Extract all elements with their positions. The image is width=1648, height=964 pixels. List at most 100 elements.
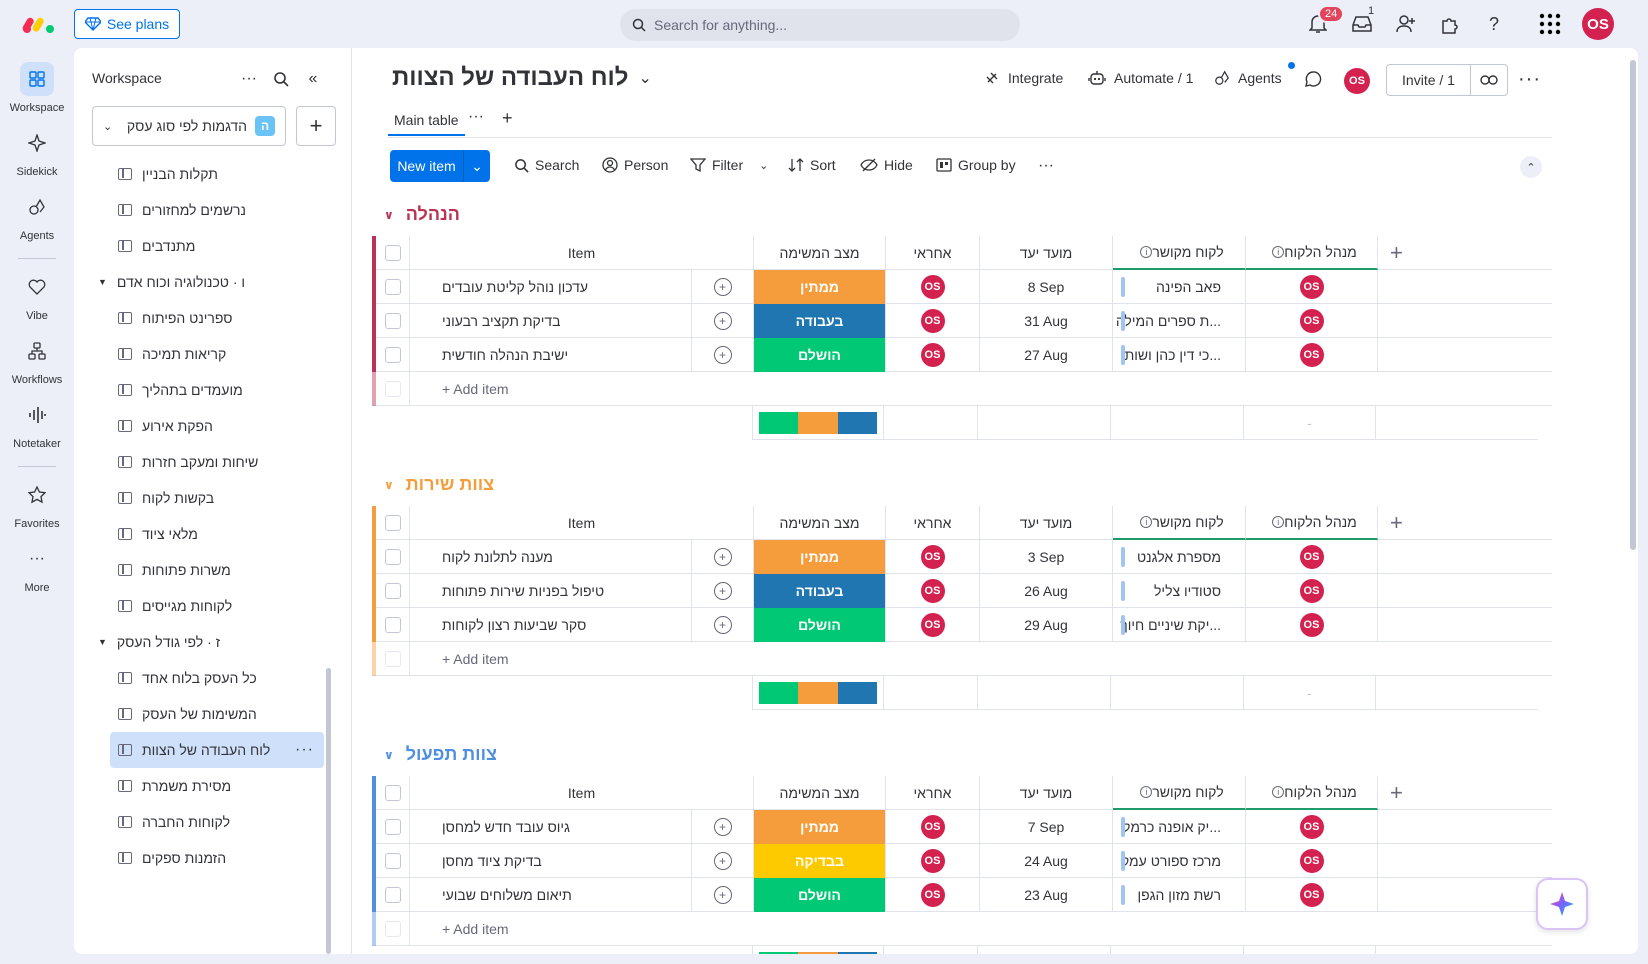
owner-cell[interactable]: OS — [886, 574, 980, 608]
manager-cell[interactable]: OS — [1246, 540, 1378, 574]
updates-cell[interactable]: + — [692, 574, 754, 608]
row-checkbox[interactable] — [384, 819, 401, 835]
status-cell[interactable]: בבדיקה — [754, 844, 886, 878]
updates-cell[interactable]: + — [692, 540, 754, 574]
row-checkbox[interactable] — [384, 651, 401, 667]
sidebar-folder[interactable]: ▼ ז · לפי גודל העסק — [74, 624, 344, 660]
add-update-icon[interactable]: + — [713, 548, 732, 566]
invite-button[interactable]: Invite / 1 — [1387, 65, 1471, 95]
owner-avatar[interactable]: OS — [920, 815, 945, 839]
table-row[interactable]: גיוס עובד חדש למחסן + ממתין OS 7 Sep ...יק או… — [372, 810, 1552, 844]
add-update-icon[interactable]: + — [713, 886, 732, 904]
select-all-cell[interactable] — [376, 776, 410, 810]
owner-cell[interactable]: OS — [886, 608, 980, 642]
add-item-cell[interactable]: + Add item — [410, 912, 1552, 946]
sidebar-folder[interactable]: ▼ ו · טכנולוגיה וכוח אדם — [74, 264, 344, 300]
date-cell[interactable]: 23 Aug — [980, 878, 1113, 912]
owner-cell[interactable]: OS — [886, 304, 980, 338]
rail-more[interactable]: ··· More — [0, 542, 74, 594]
table-row[interactable]: סקר שביעות רצון לקוחות + הושלם OS 29 Aug ...י… — [372, 608, 1552, 642]
toolbar-more-icon[interactable]: ··· — [1038, 157, 1054, 174]
owner-avatar[interactable]: OS — [1299, 815, 1324, 839]
group-header[interactable]: ∨ הנהלה — [384, 204, 460, 225]
sidebar-board-item[interactable]: הזמנות ספקים — [74, 840, 344, 876]
table-row[interactable]: בדיקת ציוד מחסן + בבדיקה OS 24 Aug מרכז ספורט… — [372, 844, 1552, 878]
owner-cell[interactable]: OS — [886, 338, 980, 372]
row-checkbox[interactable] — [384, 381, 401, 397]
item-name-cell[interactable]: טיפול בפניות שירות פתוחות — [410, 574, 692, 608]
table-row[interactable]: מענה לתלונת לקוח + ממתין OS 3 Sep מספרת אלגנט… — [372, 540, 1552, 574]
tab-more-icon[interactable]: ··· — [468, 108, 484, 125]
owner-avatar[interactable]: OS — [1299, 275, 1324, 299]
status-cell[interactable]: ממתין — [754, 270, 886, 304]
row-checkbox-cell[interactable] — [376, 810, 410, 844]
add-view-icon[interactable]: + — [502, 108, 513, 128]
item-name[interactable]: עדכון נוהל קליטת עובדים — [442, 279, 589, 295]
owner-cell[interactable]: OS — [886, 810, 980, 844]
add-item-input[interactable]: + Add item — [442, 921, 509, 937]
apps-marketplace-button[interactable] — [1438, 12, 1462, 36]
see-plans-button[interactable]: See plans — [74, 9, 180, 39]
status-cell[interactable]: הושלם — [754, 338, 886, 372]
column-header-item[interactable]: Item — [410, 506, 754, 540]
global-search-input[interactable]: Search for anything... — [620, 9, 1020, 41]
sidebar-board-item[interactable]: בקשות לקוח — [74, 480, 344, 516]
row-checkbox-cell[interactable] — [376, 608, 410, 642]
item-name[interactable]: בדיקת תקציב רבעוני — [442, 313, 561, 329]
table-row[interactable]: ישיבת הנהלה חודשית + הושלם OS 27 Aug ...כי די… — [372, 338, 1552, 372]
date-cell[interactable]: 27 Aug — [980, 338, 1113, 372]
board-title[interactable]: לוח העבודה של הצוות ⌄ — [392, 64, 652, 92]
manager-cell[interactable]: OS — [1246, 304, 1378, 338]
caret-down-icon[interactable]: ▼ — [98, 277, 107, 287]
main-scrollbar[interactable] — [1630, 60, 1636, 550]
table-row[interactable]: תיאום משלוחים שבועי + הושלם OS 23 Aug רשת מזו… — [372, 878, 1552, 912]
row-checkbox[interactable] — [384, 549, 401, 565]
rail-notetaker[interactable]: Notetaker — [0, 398, 74, 450]
collapse-header-icon[interactable]: ⌃ — [1520, 156, 1542, 178]
select-all-cell[interactable] — [376, 236, 410, 270]
owner-avatar[interactable]: OS — [920, 309, 945, 333]
group-header[interactable]: ∨ צוות תפעול — [384, 744, 497, 765]
item-name[interactable]: סקר שביעות רצון לקוחות — [442, 617, 587, 633]
search-button[interactable]: Search — [514, 157, 579, 173]
date-cell[interactable]: 31 Aug — [980, 304, 1113, 338]
item-name[interactable]: גיוס עובד חדש למחסן — [442, 819, 570, 835]
board-owner-avatar[interactable]: OS — [1344, 68, 1370, 94]
hide-button[interactable]: Hide — [860, 157, 913, 173]
info-icon[interactable]: i — [1272, 786, 1285, 798]
item-name[interactable]: בדיקת ציוד מחסן — [442, 853, 542, 869]
table-row[interactable]: טיפול בפניות שירות פתוחות + בעבודה OS 26 Aug… — [372, 574, 1552, 608]
sidebar-board-item[interactable]: הפקת אירוע — [74, 408, 344, 444]
row-checkbox[interactable] — [384, 279, 401, 295]
date-cell[interactable]: 8 Sep — [980, 270, 1113, 304]
add-item-cell[interactable]: + Add item — [410, 642, 1552, 676]
customer-cell[interactable]: ...ת ספרים המילה — [1113, 304, 1246, 338]
filter-button[interactable]: Filter ⌄ — [690, 157, 768, 173]
item-name-cell[interactable]: גיוס עובד חדש למחסן — [410, 810, 692, 844]
row-checkbox[interactable] — [384, 921, 401, 937]
owner-avatar[interactable]: OS — [920, 343, 945, 367]
sidebar-board-item[interactable]: שיחות ומעקב חזרות — [74, 444, 344, 480]
owner-avatar[interactable]: OS — [920, 545, 945, 569]
column-header-status[interactable]: מצב המשימה — [754, 506, 886, 540]
rail-vibe[interactable]: Vibe — [0, 270, 74, 322]
column-header-owner[interactable]: אחראי — [886, 776, 980, 810]
row-checkbox-cell[interactable] — [376, 574, 410, 608]
customer-cell[interactable]: מרכז ספורט עמק — [1113, 844, 1246, 878]
info-icon[interactable]: i — [1140, 516, 1153, 528]
sidebar-board-item[interactable]: קריאות תמיכה — [74, 336, 344, 372]
select-all-cell[interactable] — [376, 506, 410, 540]
column-header-item[interactable]: Item — [410, 776, 754, 810]
sidebar-scrollbar[interactable] — [326, 668, 331, 954]
row-checkbox[interactable] — [384, 853, 401, 869]
updates-cell[interactable]: + — [692, 878, 754, 912]
customer-cell[interactable]: פאב הפינה — [1113, 270, 1246, 304]
rail-agents[interactable]: Agents — [0, 190, 74, 242]
column-header-manager[interactable]: מנהל הלקוח i — [1246, 506, 1378, 540]
sidebar-board-item[interactable]: ספרינט הפיתוח — [74, 300, 344, 336]
owner-avatar[interactable]: OS — [1299, 545, 1324, 569]
sidebar-board-item[interactable]: מלאי ציוד — [74, 516, 344, 552]
column-header-owner[interactable]: אחראי — [886, 236, 980, 270]
customer-cell[interactable]: רשת מזון הגפן — [1113, 878, 1246, 912]
sidebar-board-item[interactable]: לקוחות מגייסים — [74, 588, 344, 624]
